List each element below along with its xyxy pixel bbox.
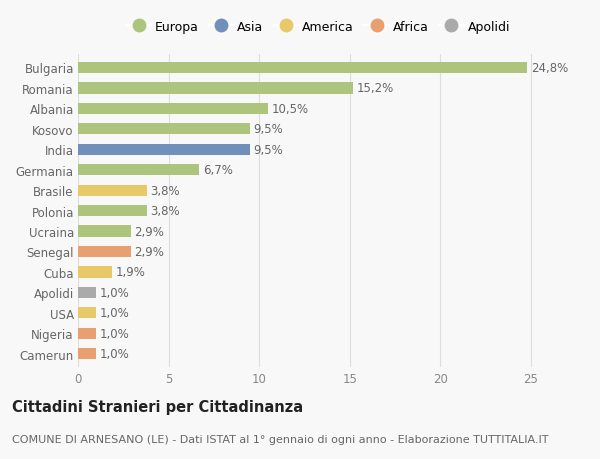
Bar — [78, 104, 268, 115]
Text: 3,8%: 3,8% — [151, 184, 180, 197]
Bar — [78, 144, 250, 156]
Legend: Europa, Asia, America, Africa, Apolidi: Europa, Asia, America, Africa, Apolidi — [126, 21, 510, 34]
Text: 1,9%: 1,9% — [116, 266, 146, 279]
Bar — [78, 206, 147, 217]
Text: Cittadini Stranieri per Cittadinanza: Cittadini Stranieri per Cittadinanza — [12, 399, 303, 414]
Bar — [78, 185, 147, 196]
Bar — [78, 63, 527, 74]
Text: 9,5%: 9,5% — [254, 123, 283, 136]
Bar — [78, 328, 96, 339]
Text: 24,8%: 24,8% — [531, 62, 568, 75]
Bar — [78, 287, 96, 298]
Bar — [78, 165, 199, 176]
Text: 1,0%: 1,0% — [100, 286, 130, 299]
Text: 1,0%: 1,0% — [100, 347, 130, 360]
Bar — [78, 246, 131, 257]
Text: 3,8%: 3,8% — [151, 205, 180, 218]
Bar — [78, 308, 96, 319]
Bar — [78, 267, 112, 278]
Text: 6,7%: 6,7% — [203, 164, 233, 177]
Bar — [78, 124, 250, 135]
Text: 1,0%: 1,0% — [100, 307, 130, 319]
Text: 1,0%: 1,0% — [100, 327, 130, 340]
Bar — [78, 348, 96, 359]
Bar — [78, 226, 131, 237]
Text: 10,5%: 10,5% — [272, 103, 309, 116]
Bar — [78, 83, 353, 95]
Text: 2,9%: 2,9% — [134, 246, 164, 258]
Text: 9,5%: 9,5% — [254, 144, 283, 157]
Text: 2,9%: 2,9% — [134, 225, 164, 238]
Text: COMUNE DI ARNESANO (LE) - Dati ISTAT al 1° gennaio di ogni anno - Elaborazione T: COMUNE DI ARNESANO (LE) - Dati ISTAT al … — [12, 434, 548, 444]
Text: 15,2%: 15,2% — [357, 82, 394, 95]
